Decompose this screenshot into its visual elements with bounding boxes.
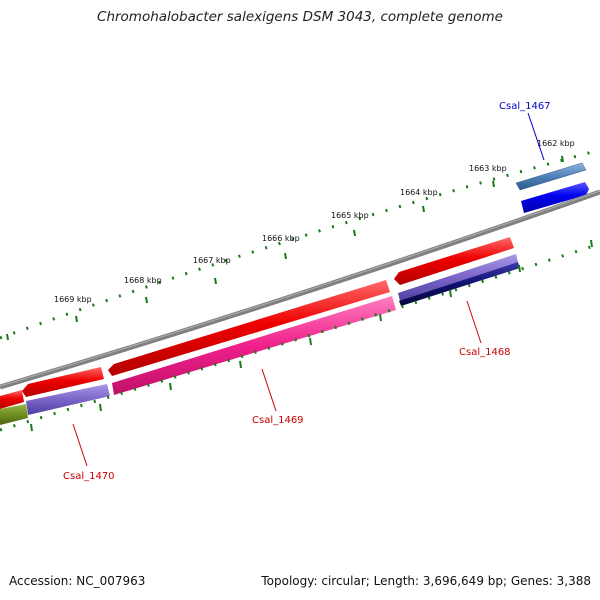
tick-label: 1663 kbp <box>469 164 507 173</box>
reverse-strand <box>0 237 520 425</box>
tick-label: 1666 kbp <box>262 234 300 243</box>
tick-mark <box>422 205 425 213</box>
map-title: Chromohalobacter salexigens DSM 3043, co… <box>97 9 503 25</box>
leader-csal-1468 <box>466 300 482 344</box>
gene-csal-1469-pink[interactable] <box>112 296 396 395</box>
gene-csal-1468-lavender[interactable] <box>398 254 518 301</box>
tick-label: 1664 kbp <box>400 188 438 197</box>
genome-backbone <box>0 189 600 390</box>
tick-mark <box>6 333 9 341</box>
tick-mark <box>518 264 521 273</box>
accession-text: Accession: NC_007963 <box>9 574 146 588</box>
tick-mark <box>239 360 242 369</box>
tick-mark <box>492 180 495 188</box>
gene-csal-1470-lavender[interactable] <box>26 384 110 415</box>
tick-mark <box>449 289 452 298</box>
tick-mark <box>145 296 148 304</box>
tick-mark <box>379 313 382 322</box>
tick-label: 1667 kbp <box>193 256 231 265</box>
forward-strand <box>515 162 589 213</box>
gene-partial-red[interactable] <box>0 390 24 409</box>
genome-summary-text: Topology: circular; Length: 3,696,649 bp… <box>261 574 591 588</box>
gene-label-csal-1468[interactable]: Csal_1468 <box>459 347 511 358</box>
tick-mark <box>75 315 78 323</box>
tick-labels: 1662 kbp 1663 kbp 1664 kbp 1665 kbp 1666… <box>54 139 575 304</box>
gene-csal-1469-red[interactable] <box>108 280 390 376</box>
tick-label: 1669 kbp <box>54 295 92 304</box>
gene-csal-1468-red[interactable] <box>394 237 514 285</box>
leader-csal-1469 <box>261 368 277 412</box>
gene-label-csal-1470[interactable]: Csal_1470 <box>63 471 115 482</box>
gene-label-csal-1467[interactable]: Csal_1467 <box>499 101 551 112</box>
tick-mark <box>353 229 356 237</box>
gene-csal-1468-navy[interactable] <box>399 262 520 306</box>
tick-mark <box>284 252 287 260</box>
tick-label: 1665 kbp <box>331 211 369 220</box>
tick-label: 1662 kbp <box>537 139 575 148</box>
leader-csal-1470 <box>72 423 88 467</box>
inner-major-ticks <box>30 239 593 432</box>
tick-mark <box>309 337 312 346</box>
tick-label: 1668 kbp <box>124 276 162 285</box>
tick-mark <box>99 403 102 412</box>
outer-major-ticks <box>6 155 564 341</box>
tick-mark <box>169 382 172 391</box>
gene-partial-olive[interactable] <box>0 404 28 425</box>
gene-label-csal-1469[interactable]: Csal_1469 <box>252 415 304 426</box>
gene-csal-1467-steel[interactable] <box>515 162 587 191</box>
tick-mark <box>561 155 564 163</box>
tick-mark <box>214 277 217 285</box>
leader-csal-1467 <box>527 112 545 161</box>
tick-mark <box>30 423 33 432</box>
genome-backbone-highlight <box>0 190 600 387</box>
gene-csal-1467-arrow[interactable] <box>521 182 589 213</box>
tick-mark <box>590 239 593 248</box>
gene-csal-1470-red[interactable] <box>22 367 104 397</box>
